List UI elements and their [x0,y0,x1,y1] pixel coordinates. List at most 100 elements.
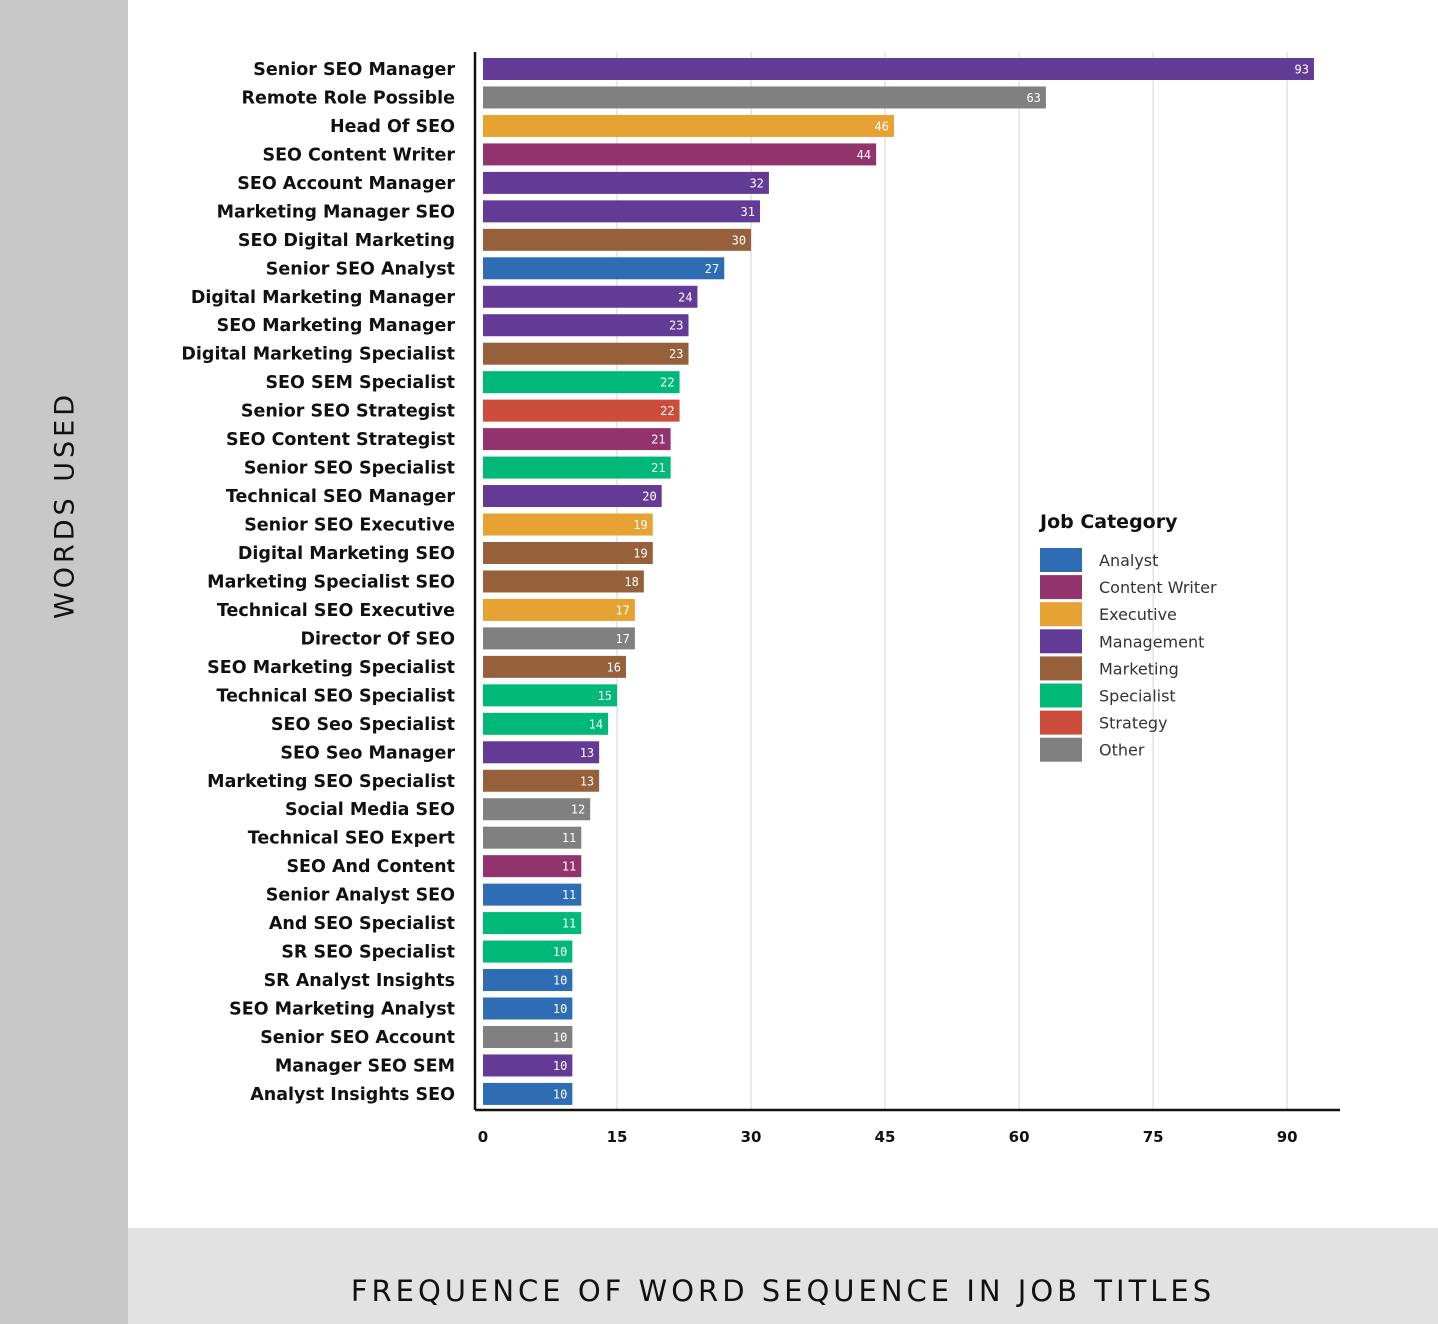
category-label: Marketing Specialist SEO [207,572,455,592]
legend-label: Management [1099,632,1204,651]
value-label: 21 [651,433,665,447]
category-label: Analyst Insights SEO [250,1085,455,1105]
legend-label: Specialist [1099,687,1176,706]
bar [483,371,680,394]
category-label: Digital Marketing Manager [191,288,456,308]
category-label: Marketing Manager SEO [217,202,455,222]
value-label: 11 [562,860,576,874]
value-label: 23 [669,347,683,361]
value-labels: 93 63 46 44 32 31 30 27 24 23 23 22 22 21 21 20 19 19 18 17… [553,63,1309,1102]
bar [483,143,877,166]
value-label: 10 [553,974,567,988]
value-label: 13 [580,774,594,788]
category-labels: Senior SEO Manager Remote Role Possible He… [181,60,455,1105]
legend-title: Job Category [1038,511,1178,533]
bar [483,969,573,992]
x-tick-label: 15 [607,1128,628,1146]
bar [483,997,573,1020]
bar [483,1054,573,1077]
legend-swatch [1040,683,1082,708]
category-label: Technical SEO Specialist [216,686,455,706]
bar [483,171,769,194]
value-label: 11 [562,831,576,845]
value-label: 24 [678,290,692,304]
category-label: SEO Digital Marketing [238,231,455,251]
value-label: 20 [642,490,656,504]
value-label: 10 [553,1002,567,1016]
legend-label: Content Writer [1099,578,1217,597]
bar [483,741,600,764]
x-tick-label: 45 [875,1128,896,1146]
value-label: 10 [553,1030,567,1044]
legend-label: Marketing [1099,659,1179,678]
bar [483,1025,573,1048]
legend-label: Analyst [1099,551,1158,570]
bar [483,456,671,479]
bar [483,1082,573,1105]
category-label: SEO Seo Specialist [271,715,455,735]
x-tick-label: 90 [1277,1128,1298,1146]
category-label: SEO SEM Specialist [265,373,455,393]
value-label: 11 [562,917,576,931]
value-label: 46 [875,119,889,133]
bars [483,58,1314,1105]
value-label: 30 [732,233,746,247]
footer-band: FREQUENCE OF WORD SEQUENCE IN JOB TITLES [128,1228,1438,1324]
category-label: And SEO Specialist [269,914,455,934]
legend-swatch [1040,575,1082,600]
category-label: Social Media SEO [285,800,455,820]
category-label: SR SEO Specialist [281,943,455,963]
category-label: SEO Account Manager [237,174,455,194]
bar [483,684,618,707]
category-label: Manager SEO SEM [275,1056,455,1076]
bar [483,912,582,935]
category-label: Senior SEO Analyst [266,259,455,279]
value-label: 17 [615,603,629,617]
category-label: Senior SEO Strategist [241,402,455,422]
bar [483,285,698,308]
value-label: 17 [615,632,629,646]
category-label: Digital Marketing SEO [238,544,455,564]
bar [483,655,626,678]
bar [483,399,680,422]
legend-label: Executive [1099,605,1177,624]
value-label: 23 [669,319,683,333]
category-label: SEO Content Strategist [226,430,455,450]
bar [483,712,609,735]
bar [483,798,591,821]
bar [483,314,689,337]
legend-swatch [1040,548,1082,572]
value-label: 11 [562,888,576,902]
bar [483,342,689,365]
legend-swatch [1040,602,1082,627]
legend: Job Category Analyst Content Writer Execut… [1038,511,1217,762]
bar [483,86,1046,109]
bar [483,428,671,451]
value-label: 22 [660,376,674,390]
category-label: Senior SEO Executive [244,516,455,536]
bar [483,114,895,137]
category-label: Senior SEO Account [260,1028,455,1048]
legend-label: Other [1099,741,1145,760]
category-label: SEO Marketing Specialist [207,658,455,678]
category-label: Technical SEO Manager [226,487,455,507]
category-label: SEO Seo Manager [280,743,455,763]
value-label: 18 [624,575,638,589]
bar [483,627,635,650]
category-label: SEO Marketing Manager [217,316,456,336]
legend-swatch [1040,656,1082,681]
bar [483,598,635,621]
bar [483,485,662,508]
legend-swatch [1040,629,1082,654]
value-label: 44 [857,148,871,162]
bar [483,769,600,792]
category-label: Technical SEO Expert [248,829,455,849]
axes [473,52,1340,1112]
value-label: 13 [580,746,594,760]
category-label: SR Analyst Insights [264,971,455,991]
value-label: 21 [651,461,665,475]
value-label: 31 [741,205,755,219]
bar [483,883,582,906]
bar [483,58,1314,80]
bar [483,513,653,536]
